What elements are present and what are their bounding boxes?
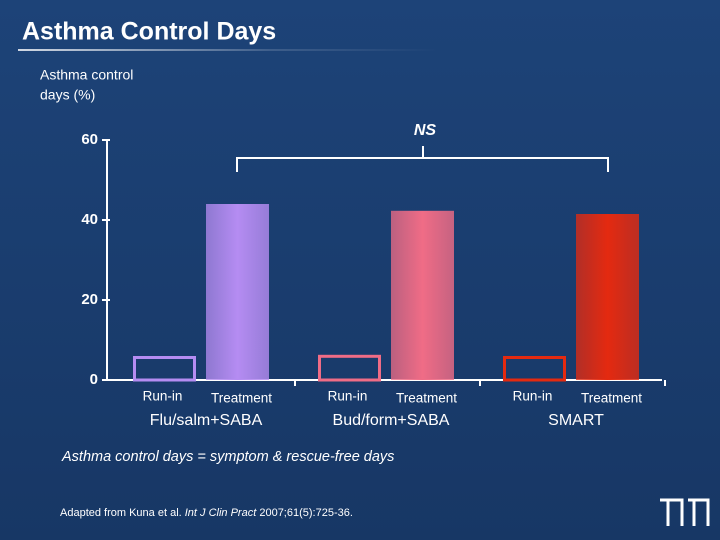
annotation: NS — [414, 122, 437, 139]
y-tick-label: 0 — [90, 371, 98, 388]
footnote: Asthma control days = symptom & rescue-f… — [61, 449, 394, 465]
y-tick-label: 60 — [81, 131, 98, 148]
ns-bracket — [236, 146, 609, 172]
source-part: 2007;61(5):725-36. — [256, 507, 353, 519]
series-label: Run-in — [143, 389, 183, 404]
y-axis-label: Asthma control — [40, 67, 133, 83]
logo-mark — [660, 498, 710, 526]
y-axis-label: days (%) — [40, 87, 95, 103]
x-tick-label: Bud/form+SABA — [333, 412, 450, 429]
bar — [206, 204, 269, 380]
series-label: Treatment — [211, 391, 272, 406]
source: Adapted from Kuna et al. Int J Clin Prac… — [60, 507, 353, 519]
source-part: Adapted from Kuna et al. — [60, 507, 185, 519]
bar — [318, 354, 381, 382]
title-rule — [18, 49, 438, 51]
source-part: Int J Clin Pract — [185, 507, 257, 519]
y-tick-label: 20 — [81, 291, 98, 308]
series-label: Treatment — [581, 391, 642, 406]
x-tick-label: SMART — [548, 412, 604, 429]
x-tick-label: Flu/salm+SABA — [150, 412, 263, 429]
logo — [660, 498, 710, 526]
bar — [576, 214, 639, 380]
bar — [391, 210, 454, 380]
series-label: Treatment — [396, 391, 457, 406]
y-tick-label: 40 — [81, 211, 98, 228]
bar — [503, 356, 566, 382]
bar — [133, 356, 196, 382]
chart-title: Asthma Control Days — [22, 18, 276, 46]
series-label: Run-in — [328, 389, 368, 404]
series-label: Run-in — [513, 389, 553, 404]
